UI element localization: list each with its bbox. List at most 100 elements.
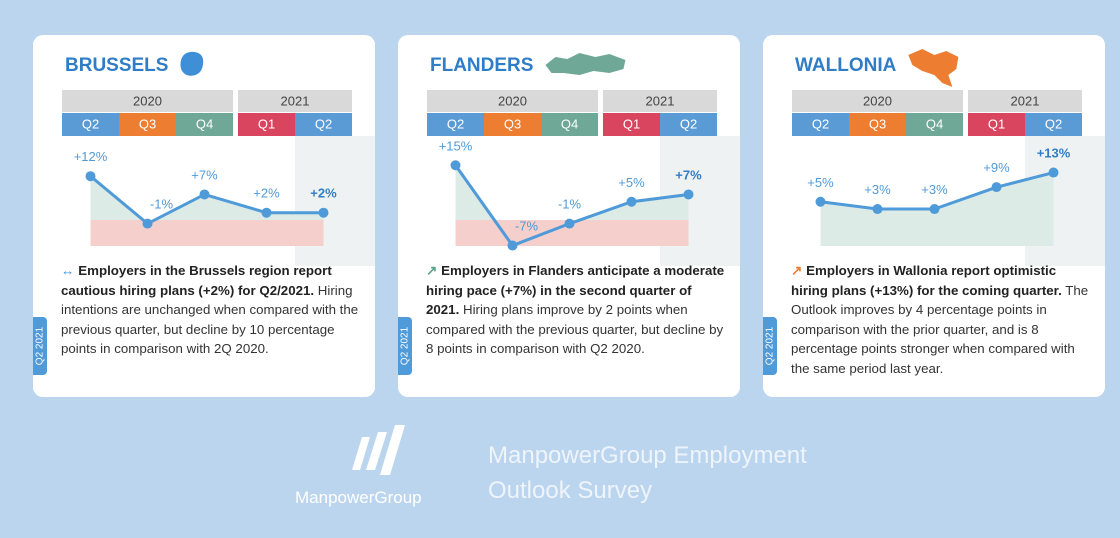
year-cell: [238, 90, 352, 112]
x-tick-label: Q4: [926, 116, 943, 131]
icon: ↔: [61, 263, 75, 278]
value-label: -1%: [558, 197, 582, 212]
x-tick-label: Q2: [82, 116, 99, 131]
value-label: +5%: [618, 175, 645, 190]
body-text: Hiring plans improve by 2 points when co…: [426, 302, 724, 356]
quarter-cell: [427, 113, 484, 136]
footer-title: ManpowerGroup Employment Outlook Survey: [488, 438, 807, 508]
edition-label: Q2 2021: [764, 326, 776, 366]
year-label: 2020: [498, 93, 527, 108]
year-cell: [968, 90, 1082, 112]
year-cell: [62, 90, 233, 112]
value-label: -1%: [150, 197, 174, 212]
quarter-cell: [541, 113, 598, 136]
point: [683, 189, 694, 200]
value-label: +7%: [675, 167, 702, 182]
point: [626, 196, 637, 207]
chart: BRUSSELS 2020 2021 Q2 Q3 Q4 Q1 Q2 +12% -1% +7% +2% +…: [62, 51, 375, 266]
year-label: 2020: [133, 93, 162, 108]
region-map: [908, 49, 959, 87]
value-label: +9%: [983, 160, 1010, 175]
year-cell: [603, 90, 717, 112]
edition-tab: Q2 2021: [398, 317, 412, 375]
x-tick-label: Q1: [258, 116, 275, 131]
quarter-cell: [968, 113, 1025, 136]
description: ↗ Employers in Flanders anticipate a mode…: [426, 261, 726, 359]
year-cell: [427, 90, 598, 112]
point: [991, 182, 1002, 193]
point: [929, 204, 940, 215]
current-column: [295, 136, 375, 266]
x-tick-label: Q3: [139, 116, 156, 131]
x-tick-label: Q4: [561, 116, 578, 131]
quarter-cell: [119, 113, 176, 136]
edition-label: Q2 2021: [399, 326, 411, 366]
chart-title: FLANDERS: [430, 55, 533, 76]
quarter-cell: [660, 113, 717, 136]
value-label: +3%: [921, 182, 948, 197]
description: ↔ Employers in the Brussels region report…: [61, 261, 361, 359]
body-text: Hiring intentions are unchanged when com…: [61, 282, 359, 357]
negative-band: [90, 220, 324, 246]
quarter-cell: [849, 113, 906, 136]
point: [85, 171, 96, 182]
quarter-cell: [603, 113, 660, 136]
year-label: 2020: [863, 93, 892, 108]
value-label: +12%: [74, 149, 108, 164]
chart-title: WALLONIA: [795, 55, 897, 76]
value-label: +13%: [1037, 146, 1071, 161]
region-map: [545, 53, 626, 75]
x-tick-label: Q1: [623, 116, 640, 131]
point: [564, 218, 575, 229]
chart-title: BRUSSELS: [65, 55, 168, 76]
year-cell: [792, 90, 963, 112]
description: ↗ Employers in Wallonia report optimistic…: [791, 261, 1091, 378]
point: [450, 160, 461, 171]
x-tick-label: Q2: [447, 116, 464, 131]
x-tick-label: Q2: [315, 116, 332, 131]
quarter-cell: [792, 113, 849, 136]
point: [1048, 167, 1059, 178]
x-tick-label: Q1: [988, 116, 1005, 131]
edition-tab: Q2 2021: [33, 317, 47, 375]
point: [142, 218, 153, 229]
card: WALLONIA 2020 2021 Q2 Q3 Q4 Q1 Q2 +5% +3% +3% +9% +1…: [763, 35, 1105, 397]
year-label: 2021: [1011, 93, 1040, 108]
value-label: +5%: [807, 175, 834, 190]
icon: ↗: [426, 263, 438, 278]
lead-text: Employers in Flanders anticipate a moder…: [426, 263, 725, 317]
x-tick-label: Q4: [196, 116, 213, 131]
value-label: +3%: [864, 182, 891, 197]
region-map: [180, 51, 204, 76]
point: [815, 196, 826, 207]
x-tick-label: Q2: [812, 116, 829, 131]
quarter-cell: [484, 113, 541, 136]
edition-label: Q2 2021: [34, 326, 46, 366]
chart: WALLONIA 2020 2021 Q2 Q3 Q4 Q1 Q2 +5% +3% +3% +9% +1…: [792, 49, 1105, 266]
value-label: -7%: [515, 219, 539, 234]
year-label: 2021: [281, 93, 310, 108]
point: [261, 207, 272, 218]
quarter-cell: [176, 113, 233, 136]
point: [318, 207, 329, 218]
footer-title-line: Outlook Survey: [488, 477, 653, 504]
year-label: 2021: [646, 93, 675, 108]
quarter-cell: [1025, 113, 1082, 136]
x-tick-label: Q3: [504, 116, 521, 131]
lead-text: Employers in the Brussels region report …: [61, 263, 332, 298]
brand: ManpowerGroup: [295, 488, 422, 507]
chart: FLANDERS 2020 2021 Q2 Q3 Q4 Q1 Q2 +15% -7% -1% +5% +…: [427, 53, 740, 266]
footer-title-line: ManpowerGroup Employment: [488, 442, 807, 469]
quarter-cell: [238, 113, 295, 136]
value-label: +2%: [253, 186, 280, 201]
edition-tab: Q2 2021: [763, 317, 777, 375]
icon: ↗: [791, 263, 803, 278]
x-tick-label: Q2: [680, 116, 697, 131]
x-tick-label: Q2: [1045, 116, 1062, 131]
quarter-cell: [295, 113, 352, 136]
card: BRUSSELS 2020 2021 Q2 Q3 Q4 Q1 Q2 +12% -1% +7% +2% +…: [33, 35, 375, 397]
value-label: +2%: [310, 186, 337, 201]
x-tick-label: Q3: [869, 116, 886, 131]
lead-text: Employers in Wallonia report optimistic …: [791, 263, 1062, 298]
